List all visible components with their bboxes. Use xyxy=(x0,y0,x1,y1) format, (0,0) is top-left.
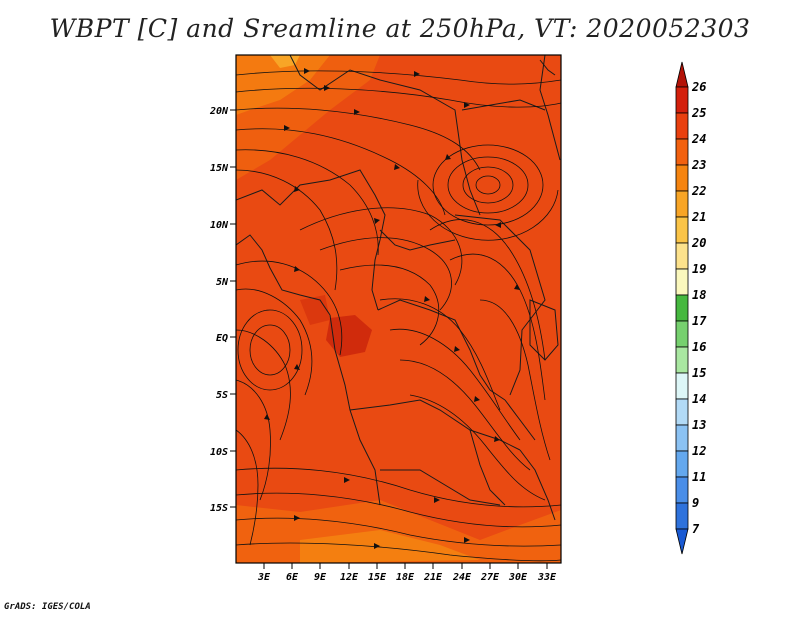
colorbar-label: 21 xyxy=(691,210,706,224)
colorbar-label: 12 xyxy=(692,444,706,458)
colorbar-segment xyxy=(675,320,689,348)
colorbar-label: 11 xyxy=(692,470,706,484)
lat-label: 10S xyxy=(210,447,228,458)
colorbar-label: 14 xyxy=(692,392,706,406)
colorbar-segment xyxy=(675,398,689,426)
lat-label: 10N xyxy=(210,220,229,231)
colorbar-segment xyxy=(675,138,689,166)
lon-label: 3E xyxy=(257,572,271,583)
colorbar-segment xyxy=(675,86,689,114)
map-title: WBPT [C] and Sreamline at 250hPa, VT: 20… xyxy=(49,14,751,43)
lon-label: 21E xyxy=(423,572,443,583)
latitude-axis: 20N 15N 10N 5N EQ 5S 10S 15S xyxy=(209,106,236,514)
lon-label: 33E xyxy=(537,572,557,583)
colorbar-segment xyxy=(675,476,689,504)
colorbar-segment xyxy=(675,346,689,374)
colorbar-label: 20 xyxy=(691,236,706,250)
lat-label: EQ xyxy=(216,333,228,344)
colorbar-segment xyxy=(675,502,689,530)
streamline-arrows xyxy=(264,68,520,549)
colorbar-segment xyxy=(675,164,689,192)
colorbar: 26 25 24 23 22 21 20 19 18 17 16 15 14 13 12 11 9 7 xyxy=(675,61,707,555)
lon-label: 24E xyxy=(452,572,472,583)
longitude-axis: 3E 6E 9E 12E 15E 18E 21E 24E 27E 30E 33E xyxy=(257,563,557,583)
map-frame xyxy=(235,54,562,564)
colorbar-label: 13 xyxy=(692,418,706,432)
colorbar-segment xyxy=(675,450,689,478)
colorbar-label: 23 xyxy=(691,158,706,172)
colorbar-label: 7 xyxy=(692,522,700,536)
colorbar-segment xyxy=(675,216,689,244)
lon-label: 6E xyxy=(286,572,299,583)
colorbar-label: 26 xyxy=(691,80,706,94)
colorbar-label: 15 xyxy=(692,366,706,380)
colorbar-label: 9 xyxy=(692,496,699,510)
colorbar-bottom-triangle xyxy=(675,528,689,555)
lon-label: 9E xyxy=(314,572,327,583)
lat-label: 20N xyxy=(209,106,229,117)
colorbar-segment xyxy=(675,424,689,452)
streamlines xyxy=(236,70,561,562)
lat-label: 15S xyxy=(210,503,228,514)
colorbar-label: 17 xyxy=(692,314,707,328)
lat-label: 5S xyxy=(216,390,228,401)
lon-label: 30E xyxy=(508,572,528,583)
lon-label: 12E xyxy=(340,572,359,583)
colorbar-top-triangle xyxy=(675,61,689,88)
wbpt-field xyxy=(236,55,561,563)
colorbar-label: 19 xyxy=(692,262,706,276)
colorbar-segment xyxy=(675,112,689,140)
colorbar-label: 16 xyxy=(692,340,706,354)
colorbar-label: 18 xyxy=(692,288,706,302)
lon-label: 18E xyxy=(396,572,415,583)
colorbar-segment xyxy=(675,294,689,322)
lat-label: 5N xyxy=(216,277,229,288)
colorbar-segment xyxy=(675,372,689,400)
colorbar-segment xyxy=(675,190,689,218)
colorbar-label: 22 xyxy=(691,184,706,198)
country-borders xyxy=(236,55,561,521)
colorbar-label: 25 xyxy=(691,106,706,120)
colorbar-label: 24 xyxy=(691,132,706,146)
lon-label: 15E xyxy=(368,572,387,583)
colorbar-segment xyxy=(675,268,689,296)
lat-label: 15N xyxy=(210,163,229,174)
footer-credit: GrADS: IGES/COLA xyxy=(4,602,91,612)
lon-label: 27E xyxy=(480,572,500,583)
colorbar-segment xyxy=(675,242,689,270)
